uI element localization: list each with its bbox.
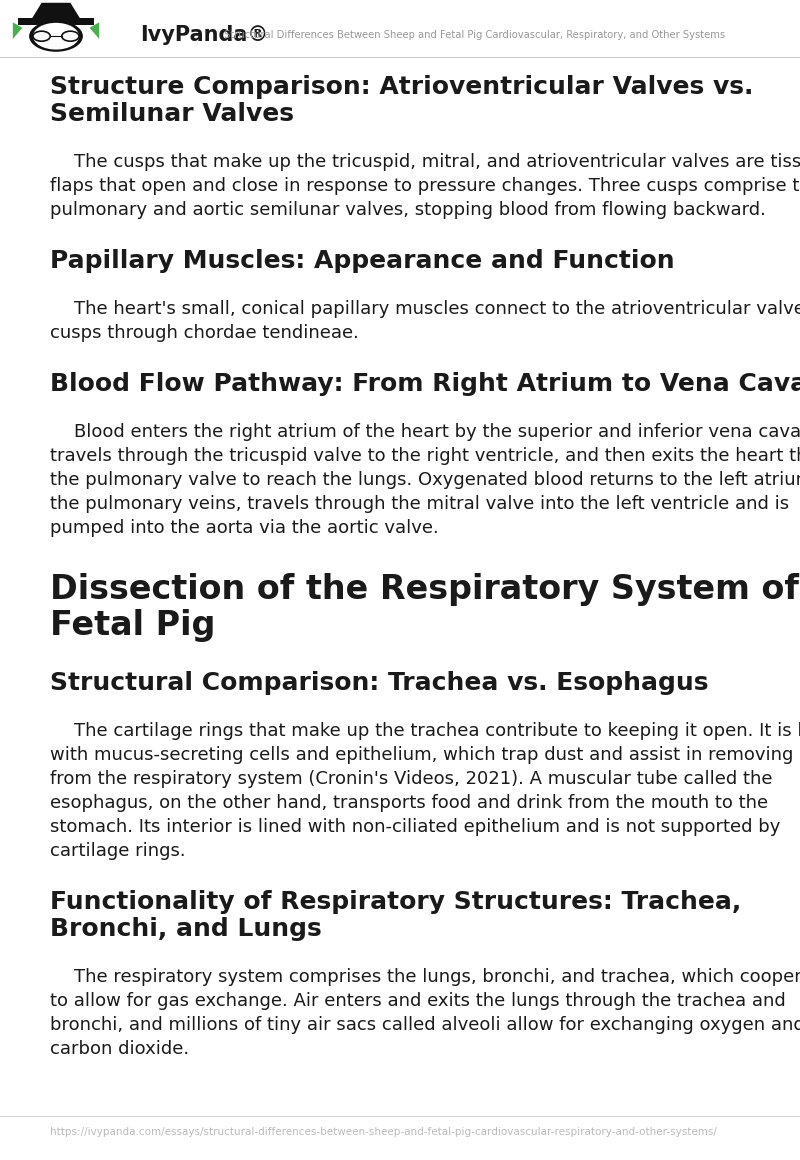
Text: IvyPanda®: IvyPanda® [140,24,268,45]
Text: The cusps that make up the tricuspid, mitral, and atrioventricular valves are ti: The cusps that make up the tricuspid, mi… [74,153,800,172]
Text: Papillary Muscles: Appearance and Function: Papillary Muscles: Appearance and Functi… [50,249,674,274]
Text: the pulmonary veins, travels through the mitral valve into the left ventricle an: the pulmonary veins, travels through the… [50,495,789,513]
Text: Semilunar Valves: Semilunar Valves [50,102,294,126]
Text: Fetal Pig: Fetal Pig [50,609,215,643]
Bar [18,19,94,26]
Text: cusps through chordae tendineae.: cusps through chordae tendineae. [50,325,358,342]
Text: https://ivypanda.com/essays/structural-differences-between-sheep-and-fetal-pig-c: https://ivypanda.com/essays/structural-d… [50,1126,717,1137]
Text: The cartilage rings that make up the trachea contribute to keeping it open. It i: The cartilage rings that make up the tra… [74,723,800,740]
Polygon shape [13,22,22,39]
Text: Functionality of Respiratory Structures: Trachea,: Functionality of Respiratory Structures:… [50,890,741,914]
Polygon shape [32,2,80,19]
Text: Blood Flow Pathway: From Right Atrium to Vena Cava: Blood Flow Pathway: From Right Atrium to… [50,372,800,397]
Text: to allow for gas exchange. Air enters and exits the lungs through the trachea an: to allow for gas exchange. Air enters an… [50,992,786,1010]
Text: Blood enters the right atrium of the heart by the superior and inferior vena cav: Blood enters the right atrium of the hea… [74,423,800,441]
Circle shape [29,21,83,52]
Text: carbon dioxide.: carbon dioxide. [50,1041,189,1058]
Text: cartilage rings.: cartilage rings. [50,842,186,861]
Text: The heart's small, conical papillary muscles connect to the atrioventricular val: The heart's small, conical papillary mus… [74,300,800,318]
Text: travels through the tricuspid valve to the right ventricle, and then exits the h: travels through the tricuspid valve to t… [50,448,800,465]
Text: the pulmonary valve to reach the lungs. Oxygenated blood returns to the left atr: the pulmonary valve to reach the lungs. … [50,471,800,490]
Text: Structure Comparison: Atrioventricular Valves vs.: Structure Comparison: Atrioventricular V… [50,75,753,100]
Text: The respiratory system comprises the lungs, bronchi, and trachea, which cooperat: The respiratory system comprises the lun… [74,969,800,986]
Text: Dissection of the Respiratory System of a: Dissection of the Respiratory System of … [50,573,800,607]
Text: pumped into the aorta via the aortic valve.: pumped into the aorta via the aortic val… [50,520,438,537]
Polygon shape [90,22,99,39]
Text: stomach. Its interior is lined with non-ciliated epithelium and is not supported: stomach. Its interior is lined with non-… [50,818,780,836]
Text: Structural Differences Between Sheep and Fetal Pig Cardiovascular, Respiratory, : Structural Differences Between Sheep and… [224,30,725,39]
Text: with mucus-secreting cells and epithelium, which trap dust and assist in removin: with mucus-secreting cells and epitheliu… [50,746,800,764]
Text: Structural Comparison: Trachea vs. Esophagus: Structural Comparison: Trachea vs. Esoph… [50,672,708,695]
Text: bronchi, and millions of tiny air sacs called alveoli allow for exchanging oxyge: bronchi, and millions of tiny air sacs c… [50,1016,800,1035]
Text: pulmonary and aortic semilunar valves, stopping blood from flowing backward.: pulmonary and aortic semilunar valves, s… [50,202,766,219]
Text: flaps that open and close in response to pressure changes. Three cusps comprise : flaps that open and close in response to… [50,177,800,195]
Text: Bronchi, and Lungs: Bronchi, and Lungs [50,918,322,941]
Text: from the respiratory system (Cronin's Videos, 2021). A muscular tube called the: from the respiratory system (Cronin's Vi… [50,770,772,789]
Text: esophagus, on the other hand, transports food and drink from the mouth to the: esophagus, on the other hand, transports… [50,795,768,812]
Circle shape [33,23,79,50]
